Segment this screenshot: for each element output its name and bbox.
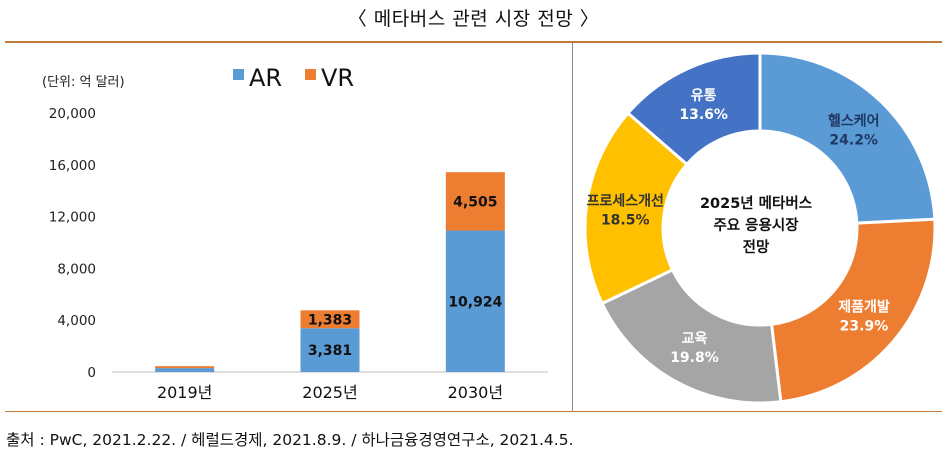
source-note: 출처 : PwC, 2021.2.22. / 헤럴드경제, 2021.8.9. … — [6, 431, 574, 449]
bottom-rule — [5, 411, 942, 412]
top-rule — [5, 41, 942, 43]
donut-slice-2 — [600, 267, 783, 405]
slice-value-label-0: 24.2% — [829, 132, 878, 148]
donut-center-label: 2025년 메타버스 — [700, 195, 812, 212]
legend-label-vr: VR — [321, 64, 354, 92]
slice-value-label-3: 18.5% — [601, 213, 650, 229]
slice-name-label-4: 유통 — [691, 88, 717, 104]
panel-divider — [572, 43, 573, 411]
x-tick-label: 2019년 — [157, 383, 212, 402]
legend-swatch-vr — [305, 69, 316, 80]
slice-value-label-4: 13.6% — [679, 107, 728, 123]
legend-label-ar: AR — [249, 64, 282, 92]
data-label-vr-2: 4,505 — [453, 194, 497, 210]
slice-value-label-2: 19.8% — [670, 350, 719, 366]
y-tick-label: 16,000 — [49, 158, 96, 174]
donut-slice-1 — [769, 217, 937, 404]
x-tick-label: 2030년 — [448, 383, 503, 402]
stacked-bar-chart: (단위: 억 달러) AR VR 0 4,000 8,000 12,000 16,000 20,… — [42, 64, 548, 402]
donut-center-label: 전망 — [743, 238, 770, 256]
donut-chart: 헬스케어 24.2% 제품개발 23.9% 교육 19.8% 프로세스개선 18.5% 유통 13… — [583, 51, 937, 405]
slice-name-label-1: 제품개발 — [838, 299, 890, 316]
y-tick-label: 20,000 — [49, 106, 96, 122]
data-label-vr-1: 1,383 — [308, 312, 352, 328]
bar-vr-0 — [155, 366, 215, 369]
donut-slice-3 — [583, 110, 689, 306]
donut-slice-4 — [625, 51, 762, 167]
y-tick-label: 0 — [87, 365, 96, 381]
slice-name-label-0: 헬스케어 — [828, 112, 880, 129]
bar-vr-1 — [300, 310, 360, 329]
bar-ar-0 — [155, 368, 215, 372]
y-tick-label: 12,000 — [49, 210, 96, 226]
legend-swatch-ar — [233, 69, 244, 80]
slice-value-label-1: 23.9% — [840, 319, 889, 335]
unit-label: (단위: 억 달러) — [42, 75, 125, 90]
page-title: 〈 메타버스 관련 시장 전망 〉 — [347, 8, 600, 30]
bar-ar-2 — [445, 230, 505, 372]
donut-center-label: 주요 응용시장 — [713, 216, 799, 234]
bar-ar-1 — [300, 328, 360, 372]
y-tick-label: 8,000 — [57, 261, 96, 277]
slice-name-label-2: 교육 — [682, 331, 708, 347]
x-tick-label: 2025년 — [302, 383, 357, 402]
slice-name-label-3: 프로세스개선 — [587, 194, 664, 210]
data-label-ar-2: 10,924 — [448, 294, 502, 310]
data-label-ar-1: 3,381 — [308, 343, 352, 359]
y-tick-label: 4,000 — [57, 313, 96, 329]
bar-vr-2 — [445, 172, 505, 231]
donut-slice-0 — [758, 51, 937, 225]
